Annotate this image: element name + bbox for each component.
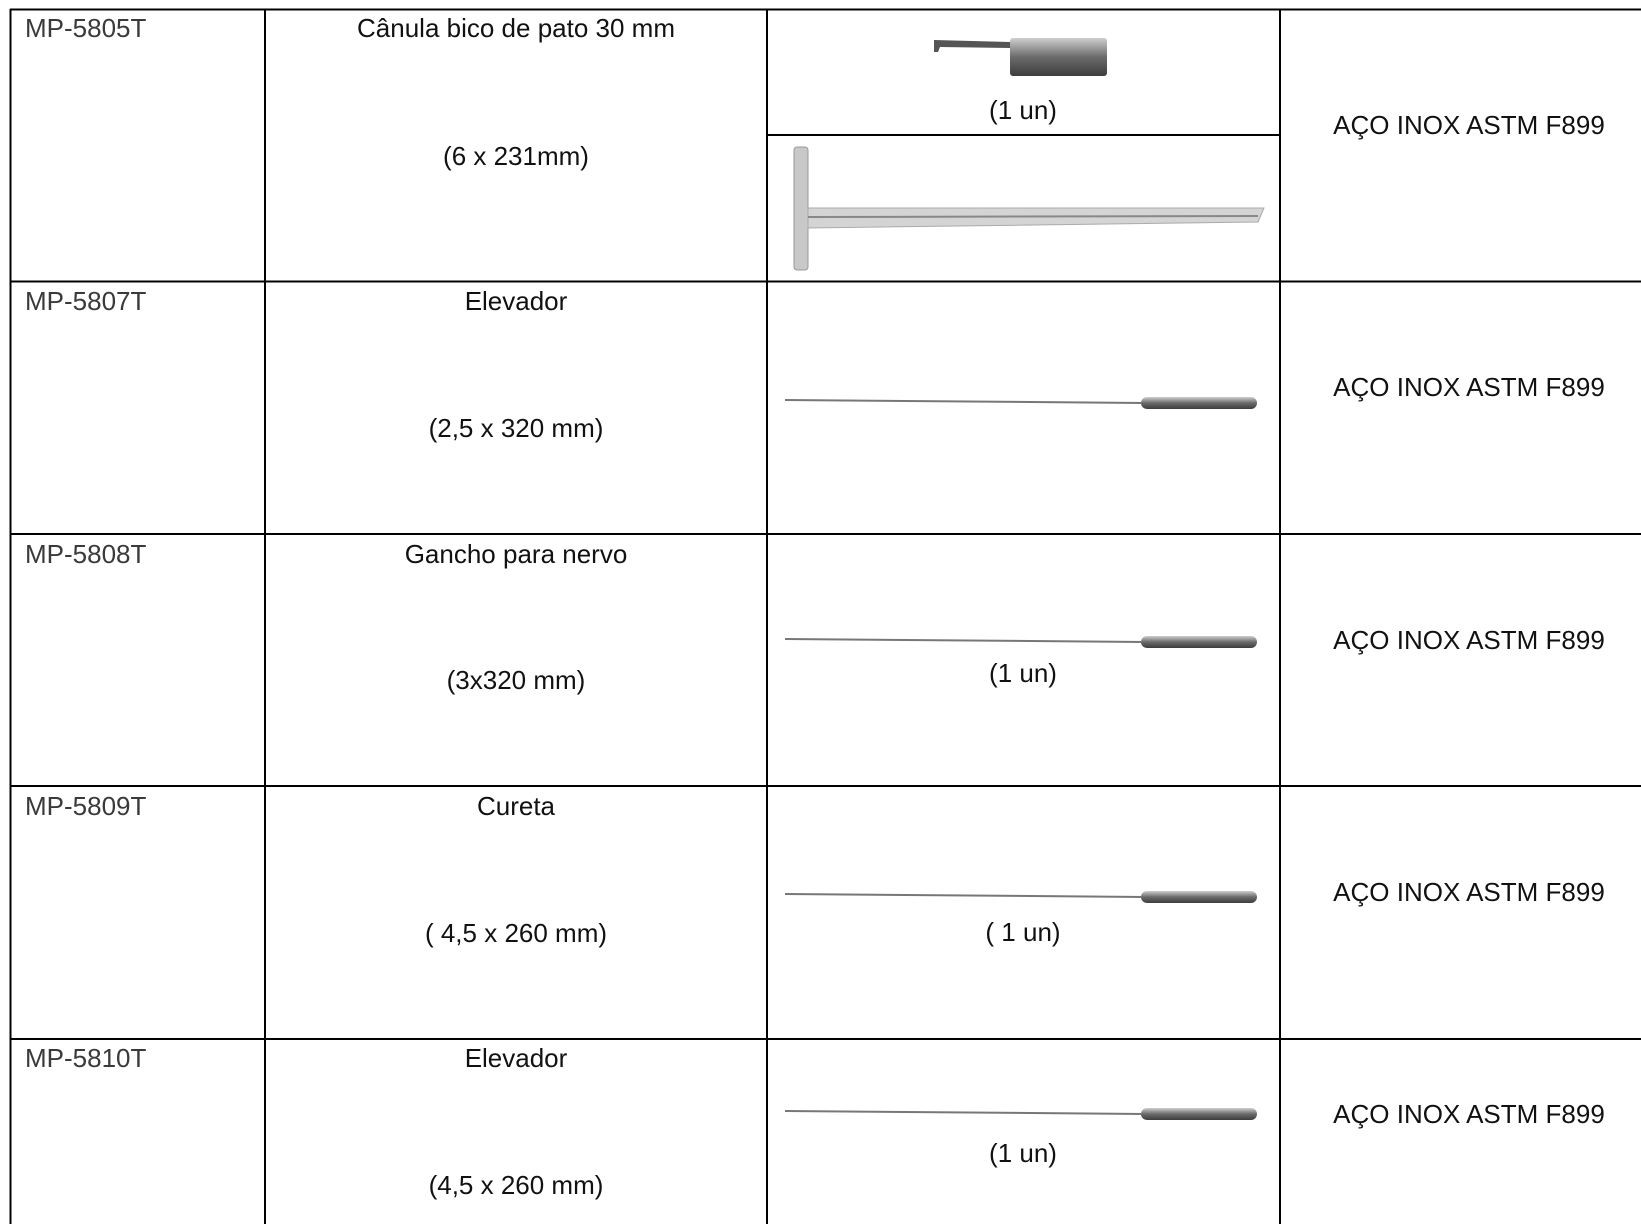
item-code: MP-5807T	[25, 286, 146, 316]
instrument-shaft	[784, 893, 1146, 898]
item-material: AÇO INOX ASTM F899	[1333, 877, 1605, 907]
instrument-image	[784, 891, 1257, 903]
item-code: MP-5808T	[25, 539, 146, 569]
item-name: Cureta	[477, 791, 556, 821]
item-material: AÇO INOX ASTM F899	[1333, 625, 1605, 655]
item-quantity: (1 un)	[989, 1138, 1057, 1168]
item-size: (2,5 x 320 mm)	[429, 413, 604, 443]
item-quantity: ( 1 un)	[985, 917, 1060, 947]
instrument-shaft	[784, 1110, 1146, 1115]
instrument-handle	[1141, 1108, 1257, 1120]
item-code: MP-5809T	[25, 791, 146, 821]
item-size: (4,5 x 260 mm)	[429, 1170, 604, 1200]
item-size: ( 4,5 x 260 mm)	[425, 918, 607, 948]
item-name: Gancho para nervo	[405, 539, 628, 569]
item-code: MP-5805T	[25, 13, 146, 43]
item-name: Cânula bico de pato 30 mm	[357, 13, 675, 43]
item-size: (3x320 mm)	[447, 665, 586, 695]
item-material: AÇO INOX ASTM F899	[1333, 110, 1605, 140]
instrument-image	[784, 397, 1257, 409]
item-name: Elevador	[465, 286, 568, 316]
item-material: AÇO INOX ASTM F899	[1333, 372, 1605, 402]
instrument-handle	[1141, 397, 1257, 409]
item-code: MP-5810T	[25, 1043, 146, 1073]
item-size: (6 x 231mm)	[443, 141, 589, 171]
item-quantity: (1 un)	[989, 658, 1057, 688]
instrument-handle	[1141, 636, 1257, 648]
item-name: Elevador	[465, 1043, 568, 1073]
borders	[9, 8, 1641, 1224]
instrument-images	[793, 38, 1265, 271]
instrument-image	[784, 636, 1257, 648]
instrument-shaft	[784, 399, 1146, 404]
t-handle-image	[793, 146, 1265, 271]
cannula-image	[934, 38, 1107, 76]
item-quantity: (1 un)	[989, 95, 1057, 125]
item-material: AÇO INOX ASTM F899	[1333, 1099, 1605, 1129]
instrument-handle	[1141, 891, 1257, 903]
instrument-shaft	[784, 638, 1146, 643]
instrument-image	[784, 1108, 1257, 1120]
